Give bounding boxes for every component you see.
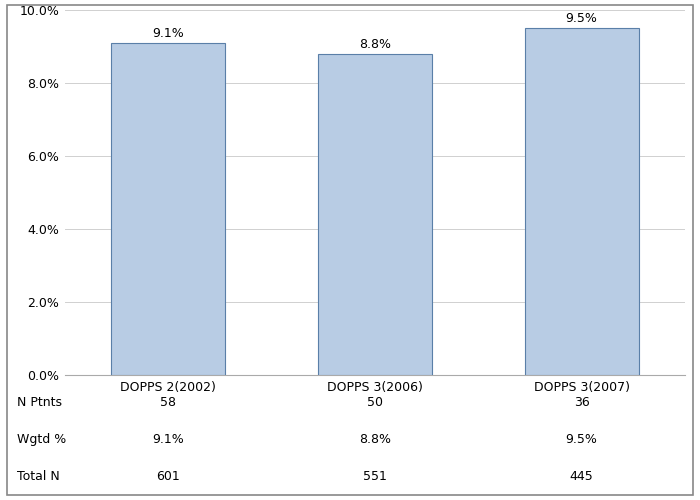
Text: 445: 445 — [570, 470, 594, 483]
Text: 50: 50 — [367, 396, 383, 409]
Text: N Ptnts: N Ptnts — [17, 396, 62, 409]
Text: 36: 36 — [574, 396, 589, 409]
Text: 9.1%: 9.1% — [153, 27, 184, 40]
Text: 551: 551 — [363, 470, 387, 483]
Text: 601: 601 — [157, 470, 180, 483]
Text: 9.5%: 9.5% — [566, 12, 598, 26]
Text: 9.1%: 9.1% — [153, 434, 184, 446]
Bar — [111, 43, 225, 375]
Text: 8.8%: 8.8% — [359, 434, 391, 446]
Text: Total N: Total N — [17, 470, 60, 483]
Bar — [318, 54, 432, 375]
Text: 58: 58 — [160, 396, 176, 409]
Bar — [525, 28, 638, 375]
Text: 9.5%: 9.5% — [566, 434, 598, 446]
Text: 8.8%: 8.8% — [359, 38, 391, 51]
Text: Wgtd %: Wgtd % — [17, 434, 66, 446]
